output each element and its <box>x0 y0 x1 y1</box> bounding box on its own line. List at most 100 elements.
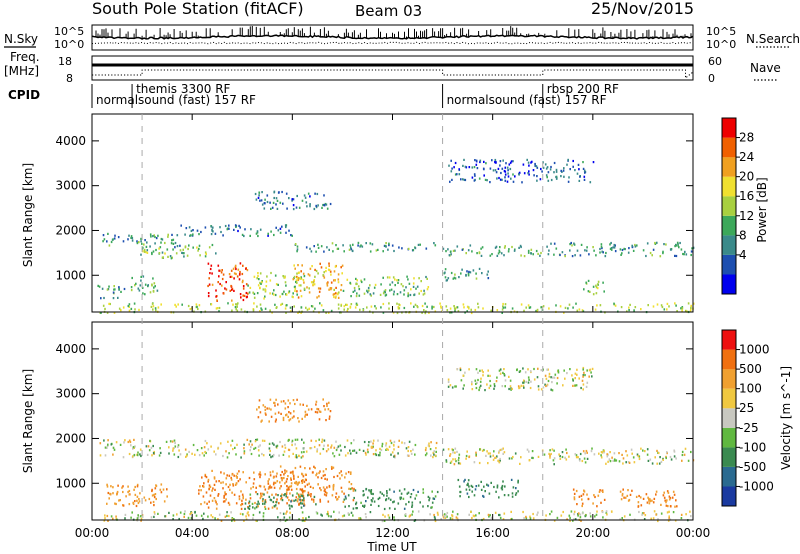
velocity-echo-cell <box>412 510 414 513</box>
velocity-echo-cell <box>308 515 310 519</box>
velocity-echo-cell <box>133 453 136 457</box>
velocity-echo-cell <box>434 454 437 457</box>
power-echo-cell <box>239 293 242 296</box>
velocity-echo-cell <box>139 448 142 451</box>
velocity-echo-cell <box>208 484 211 487</box>
velocity-echo-cell <box>549 454 551 457</box>
power-echo-cell <box>354 306 357 309</box>
power-echo-cell <box>567 158 569 161</box>
velocity-echo-cell <box>300 456 303 459</box>
velocity-echo-cell <box>313 495 316 498</box>
velocity-echo-cell <box>284 482 286 485</box>
power-echo-cell <box>100 297 102 300</box>
power-echo-cell <box>560 175 562 178</box>
power-ytick-label: 3000 <box>55 179 86 193</box>
velocity-echo-cell <box>383 507 386 511</box>
power-echo-cell <box>211 243 214 247</box>
velocity-echo-cell <box>254 507 256 510</box>
power-echo-cell <box>317 204 319 207</box>
velocity-echo-cell <box>153 511 156 514</box>
power-echo-cell <box>665 243 667 246</box>
power-echo-cell <box>563 167 565 170</box>
velocity-echo-cell <box>152 452 155 455</box>
velocity-echo-cell <box>548 372 551 375</box>
velocity-echo-cell <box>349 487 352 491</box>
power-echo-cell <box>166 248 169 251</box>
power-echo-cell <box>172 242 175 245</box>
velocity-echo-cell <box>210 514 212 517</box>
velocity-echo-cell <box>319 452 322 455</box>
power-echo-cell <box>238 224 240 227</box>
power-echo-cell <box>582 161 584 164</box>
power-echo-cell <box>624 248 626 251</box>
velocity-echo-cell <box>554 373 557 376</box>
power-echo-cell <box>235 308 237 311</box>
power-echo-cell <box>183 252 185 255</box>
velocity-echo-cell <box>462 387 464 390</box>
velocity-echo-cell <box>281 493 283 496</box>
velocity-echo-cell <box>201 452 204 455</box>
power-echo-cell <box>447 248 449 251</box>
power-echo-cell <box>681 307 684 310</box>
power-echo-cell <box>392 311 395 314</box>
velocity-echo-cell <box>248 476 251 480</box>
power-echo-cell <box>277 191 280 194</box>
power-echo-cell <box>195 303 198 306</box>
velocity-echo-cell <box>318 471 320 475</box>
velocity-echo-cell <box>345 497 347 500</box>
velocity-echo-cell <box>264 505 266 508</box>
velocity-echo-cell <box>553 463 555 466</box>
power-echo-cell <box>292 278 295 281</box>
power-echo-cell <box>245 267 247 270</box>
power-echo-cell <box>345 303 347 306</box>
power-echo-cell <box>189 308 192 311</box>
power-echo-cell <box>475 159 478 162</box>
velocity-echo-cell <box>575 489 578 493</box>
power-echo-cell <box>269 292 271 295</box>
velocity-echo-cell <box>566 451 568 455</box>
velocity-echo-cell <box>327 500 330 503</box>
velocity-echo-cell <box>523 517 525 520</box>
power-echo-cell <box>601 247 603 250</box>
power-echo-cell <box>325 311 327 314</box>
velocity-echo-cell <box>230 511 232 514</box>
power-echo-cell <box>454 249 456 252</box>
power-echo-cell <box>130 236 132 239</box>
velocity-echo-cell <box>290 500 292 503</box>
velocity-echo-cell <box>293 499 295 502</box>
velocity-echo-cell <box>240 490 242 493</box>
power-echo-cell <box>242 287 245 290</box>
power-echo-cell <box>337 296 340 299</box>
power-echo-cell <box>412 249 415 252</box>
power-colorbar-tick-label: 28 <box>739 131 754 145</box>
power-echo-cell <box>413 277 415 280</box>
velocity-echo-cell <box>132 455 134 458</box>
power-echo-cell <box>485 162 487 165</box>
velocity-echo-cell <box>129 440 132 444</box>
power-echo-cell <box>596 287 599 290</box>
power-echo-cell <box>214 232 217 235</box>
power-echo-cell <box>450 170 453 173</box>
velocity-echo-cell <box>320 476 323 480</box>
power-echo-cell <box>553 161 556 165</box>
velocity-echo-cell <box>328 401 330 404</box>
velocity-echo-cell <box>442 448 445 451</box>
velocity-echo-cell <box>681 453 684 457</box>
velocity-echo-cell <box>154 487 157 490</box>
power-echo-cell <box>191 234 194 237</box>
velocity-echo-cell <box>478 512 480 515</box>
power-echo-cell <box>297 311 299 314</box>
power-echo-cell <box>152 277 154 280</box>
velocity-echo-cell <box>379 451 381 454</box>
power-echo-cell <box>308 274 311 277</box>
velocity-echo-cell <box>332 484 335 487</box>
velocity-echo-cell <box>690 450 692 454</box>
velocity-echo-cell <box>605 462 607 465</box>
power-echo-cell <box>412 282 415 285</box>
velocity-echo-cell <box>285 512 287 515</box>
velocity-echo-cell <box>360 501 362 504</box>
velocity-echo-cell <box>569 519 571 522</box>
velocity-echo-cell <box>290 478 292 481</box>
power-echo-cell <box>518 173 520 176</box>
